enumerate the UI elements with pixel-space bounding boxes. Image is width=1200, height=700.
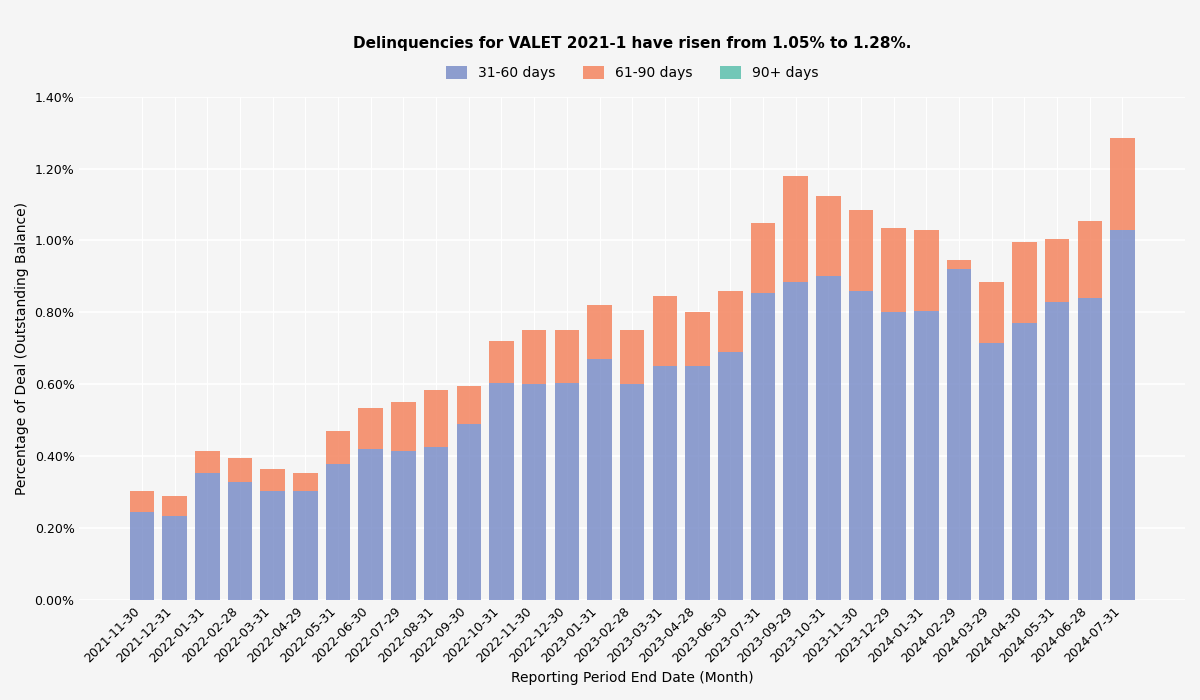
Bar <box>979 343 1004 600</box>
Bar <box>784 282 808 600</box>
Bar <box>784 176 808 282</box>
Bar <box>718 352 743 600</box>
Title: Delinquencies for VALET 2021-1 have risen from 1.05% to 1.28%.: Delinquencies for VALET 2021-1 have rise… <box>353 36 911 51</box>
Bar <box>816 276 840 600</box>
Bar <box>979 282 1004 343</box>
Bar <box>1045 239 1069 302</box>
Bar <box>196 451 220 473</box>
Bar <box>848 210 874 291</box>
Legend: 31-60 days, 61-90 days, 90+ days: 31-60 days, 61-90 days, 90+ days <box>440 61 824 86</box>
Bar <box>685 312 710 366</box>
Bar <box>391 451 415 600</box>
Bar <box>848 291 874 600</box>
Bar <box>1110 230 1135 600</box>
Bar <box>1012 242 1037 323</box>
Bar <box>228 458 252 482</box>
Bar <box>620 330 644 384</box>
Bar <box>260 469 284 491</box>
Bar <box>424 390 449 447</box>
Bar <box>620 384 644 600</box>
Bar <box>522 330 546 384</box>
X-axis label: Reporting Period End Date (Month): Reporting Period End Date (Month) <box>511 671 754 685</box>
Bar <box>228 482 252 600</box>
Bar <box>587 359 612 600</box>
Bar <box>1045 302 1069 600</box>
Bar <box>1078 298 1102 600</box>
Bar <box>325 431 350 463</box>
Bar <box>816 195 840 276</box>
Bar <box>751 223 775 293</box>
Bar <box>162 496 187 516</box>
Bar <box>554 383 580 600</box>
Bar <box>947 270 971 600</box>
Y-axis label: Percentage of Deal (Outstanding Balance): Percentage of Deal (Outstanding Balance) <box>14 202 29 495</box>
Bar <box>391 402 415 451</box>
Bar <box>653 366 677 600</box>
Bar <box>522 384 546 600</box>
Bar <box>947 260 971 270</box>
Bar <box>130 491 154 512</box>
Bar <box>587 305 612 359</box>
Bar <box>162 516 187 600</box>
Bar <box>882 312 906 600</box>
Bar <box>685 366 710 600</box>
Bar <box>914 311 938 600</box>
Bar <box>490 383 514 600</box>
Bar <box>293 491 318 600</box>
Bar <box>653 296 677 366</box>
Bar <box>196 473 220 600</box>
Bar <box>1078 220 1102 298</box>
Bar <box>554 330 580 383</box>
Bar <box>490 341 514 383</box>
Bar <box>882 228 906 312</box>
Bar <box>718 291 743 352</box>
Bar <box>1110 138 1135 230</box>
Bar <box>359 408 383 449</box>
Bar <box>293 473 318 491</box>
Bar <box>456 424 481 600</box>
Bar <box>325 463 350 600</box>
Bar <box>260 491 284 600</box>
Bar <box>359 449 383 600</box>
Bar <box>914 230 938 311</box>
Bar <box>456 386 481 424</box>
Bar <box>1012 323 1037 600</box>
Bar <box>130 512 154 600</box>
Bar <box>424 447 449 600</box>
Bar <box>751 293 775 600</box>
